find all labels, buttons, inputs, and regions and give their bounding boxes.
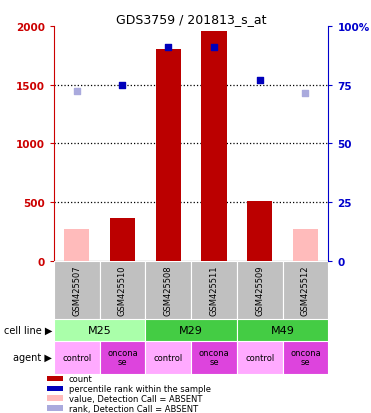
Bar	[47, 386, 63, 391]
Text: GSM425510: GSM425510	[118, 265, 127, 316]
Text: GSM425512: GSM425512	[301, 265, 310, 316]
Bar	[47, 405, 63, 411]
Point	[211, 45, 217, 51]
Text: M49: M49	[270, 325, 295, 335]
Bar	[145, 261, 191, 319]
Bar	[54, 261, 99, 319]
Text: rank, Detection Call = ABSENT: rank, Detection Call = ABSENT	[69, 404, 198, 413]
Point	[74, 88, 80, 95]
Title: GDS3759 / 201813_s_at: GDS3759 / 201813_s_at	[116, 13, 266, 26]
Text: GSM425511: GSM425511	[210, 265, 219, 316]
Bar	[47, 396, 63, 401]
Bar	[201, 31, 227, 261]
Point	[119, 82, 125, 89]
Bar	[247, 202, 272, 261]
Text: oncona
se: oncona se	[107, 348, 138, 367]
Bar	[283, 341, 328, 374]
Bar	[237, 341, 283, 374]
Bar	[191, 341, 237, 374]
Text: cell line ▶: cell line ▶	[4, 325, 52, 335]
Bar	[110, 218, 135, 261]
Text: value, Detection Call = ABSENT: value, Detection Call = ABSENT	[69, 394, 202, 403]
Text: count: count	[69, 374, 93, 383]
Bar	[237, 261, 283, 319]
Point	[302, 90, 308, 97]
Bar	[47, 376, 63, 382]
Bar	[283, 261, 328, 319]
Text: oncona
se: oncona se	[198, 348, 229, 367]
Text: GSM425509: GSM425509	[255, 265, 264, 316]
Bar	[293, 230, 318, 261]
Text: M25: M25	[88, 325, 111, 335]
Bar	[145, 319, 237, 341]
Text: agent ▶: agent ▶	[13, 352, 52, 362]
Point	[165, 45, 171, 51]
Bar	[99, 261, 145, 319]
Bar	[64, 230, 89, 261]
Point	[257, 78, 263, 84]
Bar	[54, 341, 99, 374]
Text: control: control	[245, 353, 274, 362]
Bar	[237, 319, 328, 341]
Bar	[191, 261, 237, 319]
Bar	[54, 319, 145, 341]
Bar	[155, 50, 181, 261]
Text: GSM425508: GSM425508	[164, 265, 173, 316]
Bar	[145, 341, 191, 374]
Bar	[99, 341, 145, 374]
Text: control: control	[62, 353, 91, 362]
Text: control: control	[154, 353, 183, 362]
Text: GSM425507: GSM425507	[72, 265, 81, 316]
Text: oncona
se: oncona se	[290, 348, 321, 367]
Text: M29: M29	[179, 325, 203, 335]
Text: percentile rank within the sample: percentile rank within the sample	[69, 384, 211, 393]
